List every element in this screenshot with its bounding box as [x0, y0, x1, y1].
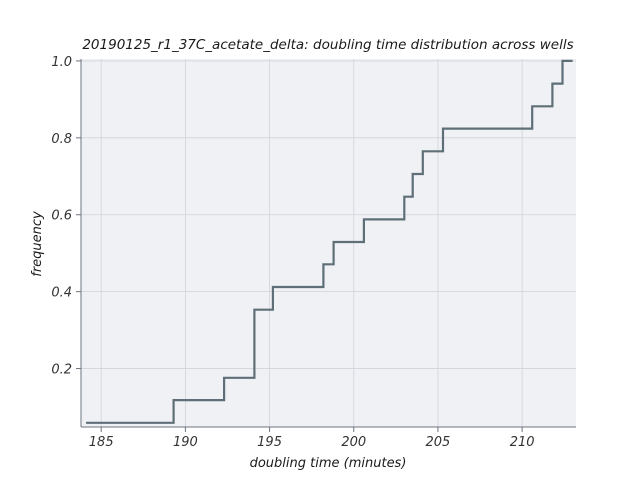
x-tick-label: 185	[89, 435, 114, 450]
y-axis-label: frequency	[30, 211, 45, 277]
gridlines	[81, 59, 576, 427]
y-tick-label: 0.2	[51, 363, 72, 378]
x-tick-label: 200	[341, 435, 366, 450]
x-tick-label: 205	[426, 435, 451, 450]
y-axis: 0.2 0.4 0.6 0.8 1.0	[51, 55, 81, 378]
x-tick-label: 195	[257, 435, 282, 450]
plot-area	[81, 59, 576, 427]
ecdf-step-line	[86, 59, 573, 424]
x-axis: 185 190 195 200 205 210	[89, 427, 535, 450]
x-tick-label: 190	[173, 435, 198, 450]
y-tick-label: 0.6	[51, 209, 72, 224]
y-tick-label: 0.4	[51, 286, 72, 301]
chart-title: 20190125_r1_37C_acetate_delta: doubling …	[82, 37, 573, 53]
x-tick-label: 210	[510, 435, 535, 450]
y-tick-label: 1.0	[51, 55, 72, 70]
x-axis-label: doubling time (minutes)	[250, 456, 407, 471]
y-tick-label: 0.8	[51, 132, 72, 147]
axis-spines	[80, 59, 576, 428]
